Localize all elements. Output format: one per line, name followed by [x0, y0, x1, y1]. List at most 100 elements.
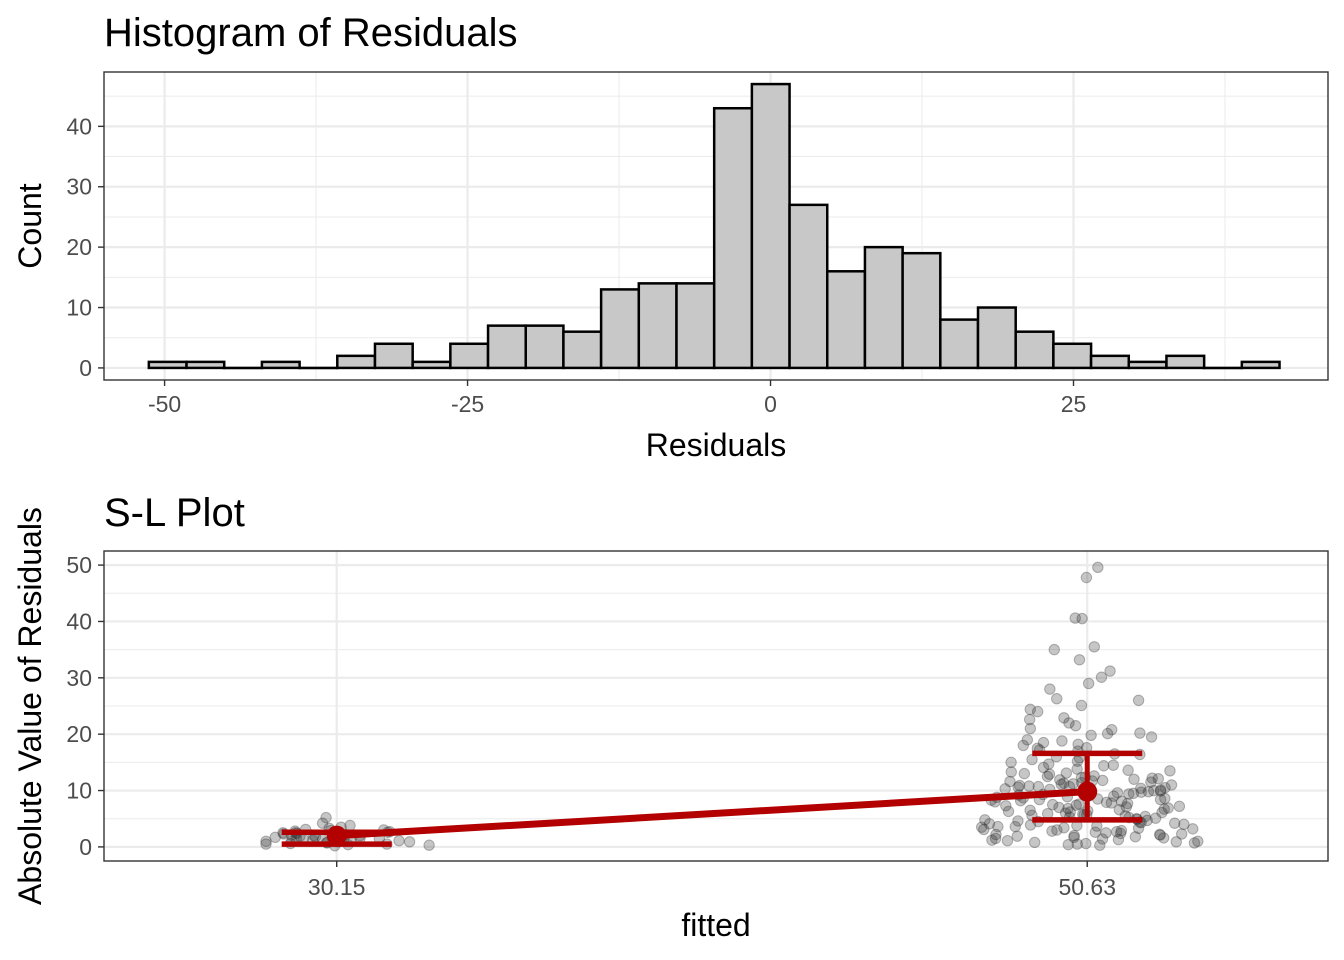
data-point	[975, 821, 988, 833]
histogram-bar	[863, 245, 904, 370]
data-point	[1037, 736, 1050, 749]
data-point	[1135, 782, 1147, 794]
histogram-bar	[976, 306, 1017, 370]
data-point	[1000, 800, 1012, 812]
data-point	[986, 834, 998, 846]
histogram-bar	[1089, 354, 1131, 370]
data-point	[1123, 788, 1135, 800]
histogram-bar	[147, 360, 188, 370]
sl-plot-title: S-L Plot	[104, 491, 245, 535]
histogram-bar	[675, 282, 716, 370]
mean-trend-line	[336, 788, 1088, 840]
data-point	[979, 814, 991, 826]
data-point	[1132, 822, 1145, 835]
histogram-bar	[1127, 360, 1168, 370]
data-point	[1085, 729, 1097, 742]
y-tick-label: 0	[79, 834, 92, 860]
data-point	[1068, 829, 1080, 842]
data-point	[1134, 727, 1146, 739]
data-point	[1105, 797, 1118, 809]
data-point	[1096, 833, 1109, 845]
data-point	[1121, 797, 1134, 810]
data-point	[1159, 792, 1171, 805]
data-point	[1041, 770, 1054, 783]
sl-plot-y-ticks: 0 10 20 30 40 50	[66, 552, 104, 860]
data-point	[269, 831, 281, 844]
data-point	[1072, 738, 1084, 751]
data-point	[1115, 824, 1128, 837]
data-point	[1046, 798, 1059, 811]
data-point	[1187, 823, 1199, 835]
data-point	[1009, 820, 1021, 833]
data-point	[1076, 612, 1088, 625]
y-tick-label: 10	[66, 778, 92, 804]
data-point	[1023, 780, 1035, 792]
sl-plot-panel: S-L Plot 30.15 50.63 0 10 20 30 40 50 fitted A…	[12, 491, 1329, 943]
data-point	[1058, 712, 1070, 724]
data-point	[1037, 761, 1050, 774]
data-point	[990, 828, 1002, 841]
histogram-bar	[750, 82, 791, 370]
data-point	[1154, 828, 1166, 841]
data-point	[1157, 832, 1170, 844]
data-point	[1026, 753, 1038, 766]
y-tick-label: 50	[66, 552, 92, 578]
data-point	[1094, 839, 1106, 851]
histogram-bar	[411, 360, 452, 370]
data-point	[1100, 796, 1113, 809]
histogram-bar	[826, 270, 867, 370]
data-point	[1062, 838, 1075, 851]
data-point	[1023, 713, 1036, 726]
data-point	[1056, 735, 1068, 747]
data-point	[1113, 804, 1125, 816]
histogram-bar	[260, 360, 301, 370]
histogram-y-ticks: 0 10 20 30 40	[66, 113, 104, 381]
histogram-bar	[1014, 330, 1055, 370]
data-point	[1107, 759, 1119, 771]
histogram-bar	[637, 282, 678, 370]
data-point	[1058, 777, 1070, 789]
data-point	[1154, 793, 1167, 806]
histogram-bar	[524, 324, 565, 370]
sl-plot-y-axis-title: Absolute Value of Residuals	[12, 507, 48, 905]
data-point	[1114, 827, 1127, 840]
data-point	[1145, 776, 1157, 788]
data-point	[1145, 731, 1158, 743]
data-point	[1115, 795, 1128, 807]
data-point	[1060, 767, 1072, 779]
data-point	[1188, 837, 1201, 849]
data-point	[1051, 824, 1063, 836]
data-point	[1092, 561, 1104, 574]
data-point	[403, 836, 416, 848]
data-point	[260, 838, 272, 850]
data-point	[1089, 826, 1102, 838]
data-point	[1170, 836, 1182, 848]
data-point	[1048, 643, 1060, 656]
data-point	[1069, 612, 1081, 624]
y-tick-label: 20	[66, 721, 92, 747]
data-point	[983, 818, 996, 830]
data-point	[1146, 772, 1158, 784]
data-point	[1029, 836, 1041, 849]
data-point	[1043, 768, 1056, 780]
data-point	[1106, 723, 1118, 736]
data-point	[1110, 825, 1123, 838]
histogram-bar	[1052, 342, 1093, 370]
data-point	[1095, 671, 1108, 683]
data-point	[1018, 767, 1031, 780]
y-tick-label: 30	[66, 174, 92, 200]
histogram-bar	[599, 288, 641, 370]
data-point	[1062, 802, 1074, 815]
histogram-bar	[939, 318, 980, 370]
data-point	[1012, 815, 1024, 827]
histogram-bar	[562, 330, 603, 370]
data-point	[1054, 774, 1066, 786]
data-point	[1082, 677, 1095, 690]
data-point	[1139, 810, 1151, 823]
data-point	[1148, 784, 1160, 797]
data-point	[344, 819, 356, 832]
data-point	[1088, 641, 1100, 653]
data-point	[1071, 838, 1083, 850]
data-point	[1175, 828, 1188, 840]
data-point	[1001, 835, 1014, 847]
